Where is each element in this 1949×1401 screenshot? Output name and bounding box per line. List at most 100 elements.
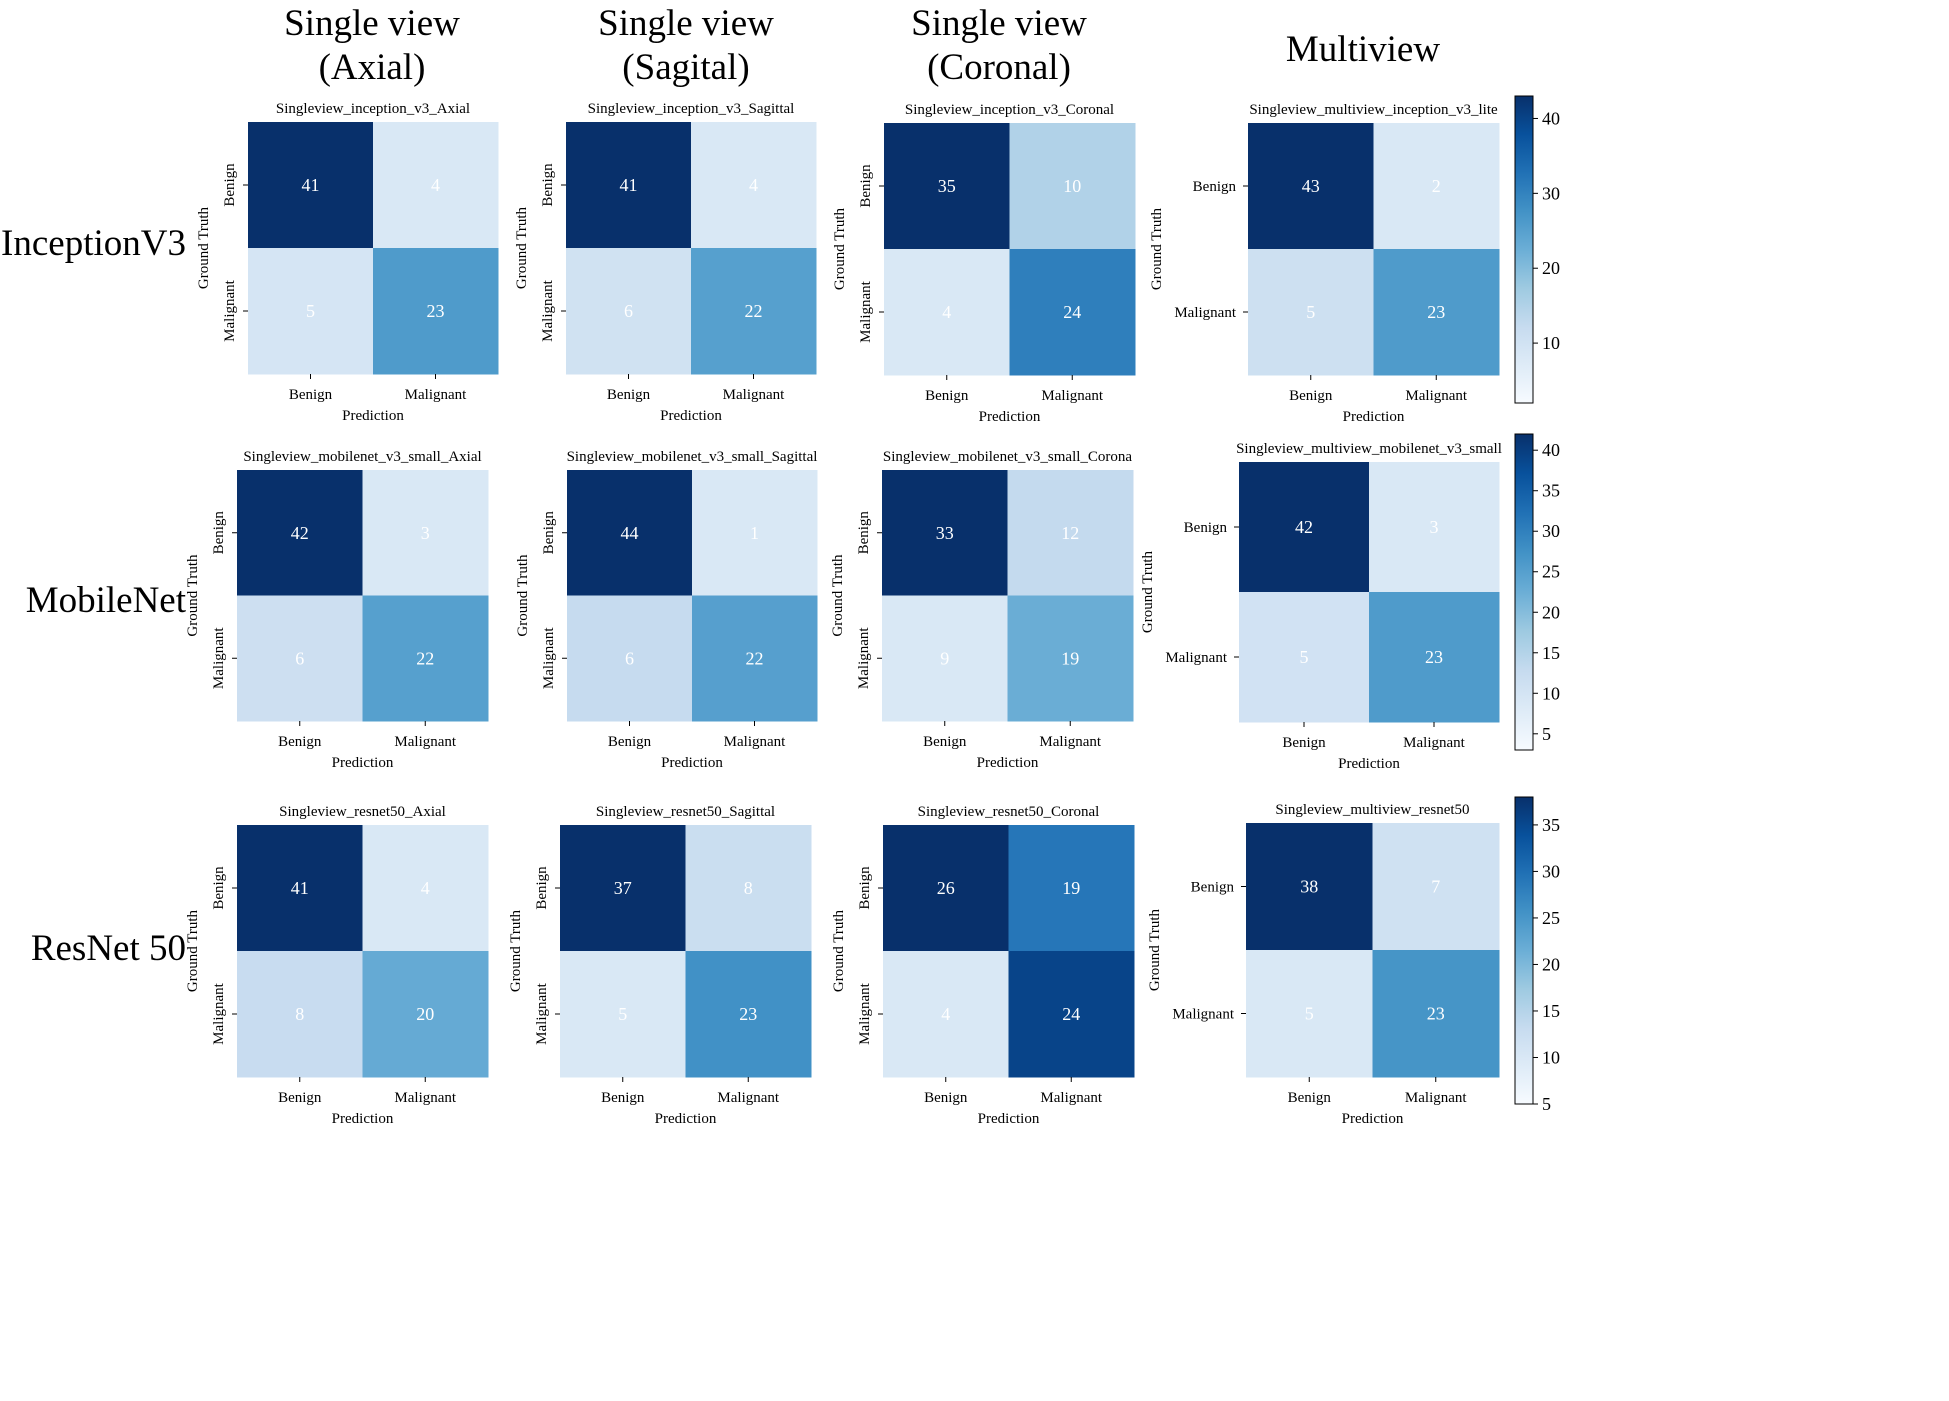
y-tick-label: Malignant [857,982,873,1044]
cell-value-label: 23 [739,1004,757,1024]
heatmap-cell [237,595,363,722]
x-tick-label: Malignant [1039,734,1101,750]
x-axis-label: Prediction [1342,1111,1404,1127]
heatmap-cell [1373,123,1500,250]
x-axis-label: Prediction [1338,756,1400,772]
x-tick-label: Benign [923,734,967,750]
y-tick-label: Malignant [856,627,872,689]
x-axis-label: Prediction [978,1111,1040,1127]
x-tick-label: Benign [608,734,652,750]
x-tick-label: Benign [278,1090,322,1106]
x-axis-label: Prediction [979,409,1041,425]
cell-value-label: 19 [1061,648,1079,668]
cell-value-label: 41 [291,878,309,898]
cell-value-label: 42 [291,523,309,543]
panel-title: Singleview_resnet50_Sagittal [596,804,775,820]
colorbar-tick-label: 10 [1542,683,1560,703]
cell-value-label: 33 [936,523,954,543]
cell-value-label: 10 [1063,176,1081,196]
x-tick-label: Malignant [1405,1090,1467,1106]
x-axis-label: Prediction [1343,409,1405,425]
heatmap-cell [237,951,363,1078]
cell-value-label: 42 [1295,517,1313,537]
heatmap-cell [560,825,686,952]
colorbar-scale [1514,433,1534,751]
x-tick-label: Malignant [1405,388,1467,404]
heatmap-cell [1246,823,1373,951]
colorbar-tick-label: 20 [1542,258,1560,278]
heatmap-cell [1369,592,1500,723]
heatmap-cell [1007,470,1134,596]
heatmap-cell [237,470,363,596]
y-tick-label: Benign [858,164,874,208]
y-tick-label: Benign [222,163,238,207]
cell-value-label: 41 [302,175,320,195]
cell-value-label: 44 [621,523,639,543]
x-tick-label: Malignant [717,1090,779,1106]
y-axis-label: Ground Truth [515,554,531,637]
heatmap-cell [566,248,692,375]
heatmap-cell [248,122,374,249]
heatmap-cell [685,951,812,1078]
x-tick-label: Benign [607,387,651,403]
y-axis-label: Ground Truth [185,909,201,992]
cell-value-label: 22 [416,648,434,668]
colorbar-tick-label: 20 [1542,954,1560,974]
cell-value-label: 5 [1300,647,1309,667]
y-tick-label: Malignant [1174,305,1236,321]
heatmap-cell [1239,592,1370,723]
column-header-line: (Coronal) [927,47,1071,88]
cell-value-label: 5 [1305,1004,1314,1024]
y-tick-label: Benign [1191,880,1235,896]
x-axis-label: Prediction [977,755,1039,771]
cell-value-label: 5 [306,301,315,321]
cell-value-label: 23 [1427,1004,1445,1024]
panel-title: Singleview_inception_v3_Sagittal [588,101,795,117]
heatmap-cell [1248,249,1374,376]
heatmap-cell [1008,951,1135,1078]
x-axis-label: Prediction [332,1111,394,1127]
row-header-2: MobileNet [26,580,187,621]
x-axis-label: Prediction [342,408,404,424]
panel-title: Singleview_mobilenet_v3_small_Corona [883,449,1132,465]
cell-value-label: 9 [940,648,949,668]
heatmap-cell [692,470,818,596]
y-axis-label: Ground Truth [514,206,530,289]
x-tick-label: Benign [924,1090,968,1106]
colorbar-tick-label: 30 [1542,183,1560,203]
y-tick-label: Malignant [540,279,556,341]
confusion-matrix-panel-5: Singleview_mobilenet_v3_small_Axial 42 3 6 2… [185,449,489,771]
heatmap-cell [237,825,363,952]
colorbar-scale [1514,95,1534,404]
confusion-matrix-panel-7: Singleview_mobilenet_v3_small_Corona 33 12… [830,449,1134,771]
x-axis-label: Prediction [660,408,722,424]
y-axis-label: Ground Truth [831,909,847,992]
column-header-line: Multiview [1286,29,1440,70]
heatmap-cell [1009,249,1136,376]
x-tick-label: Malignant [1403,735,1465,751]
cell-value-label: 1 [750,523,759,543]
x-tick-label: Benign [1288,1090,1332,1106]
heatmap-cell [685,825,812,952]
cell-value-label: 22 [745,301,763,321]
colorbar-tick-label: 5 [1542,724,1551,744]
cell-value-label: 24 [1063,302,1081,322]
heatmap-cell [692,595,818,722]
x-tick-label: Malignant [1040,1090,1102,1106]
heatmap-cell [882,470,1008,596]
cell-value-label: 37 [614,878,632,898]
x-axis-label: Prediction [655,1111,717,1127]
y-axis-label: Ground Truth [1140,550,1156,633]
column-header-line: Single view [284,3,460,44]
colorbar-tick-label: 10 [1542,1047,1560,1067]
confusion-matrix-panel-12: Singleview_multiview_resnet50 38 7 5 23 Benig… [1147,802,1500,1127]
heatmap-cell [362,470,489,596]
confusion-matrix-panel-6: Singleview_mobilenet_v3_small_Sagittal 44… [515,449,818,771]
confusion-matrix-panel-11: Singleview_resnet50_Coronal 26 19 4 24 Benign… [831,804,1135,1127]
x-tick-label: Malignant [405,387,467,403]
y-axis-label: Ground Truth [508,909,524,992]
column-header-line: (Sagital) [622,47,749,88]
heatmap-cell [362,951,489,1078]
column-header-2: Single view (Sagital) [598,3,774,88]
heatmap-cell [691,248,817,375]
